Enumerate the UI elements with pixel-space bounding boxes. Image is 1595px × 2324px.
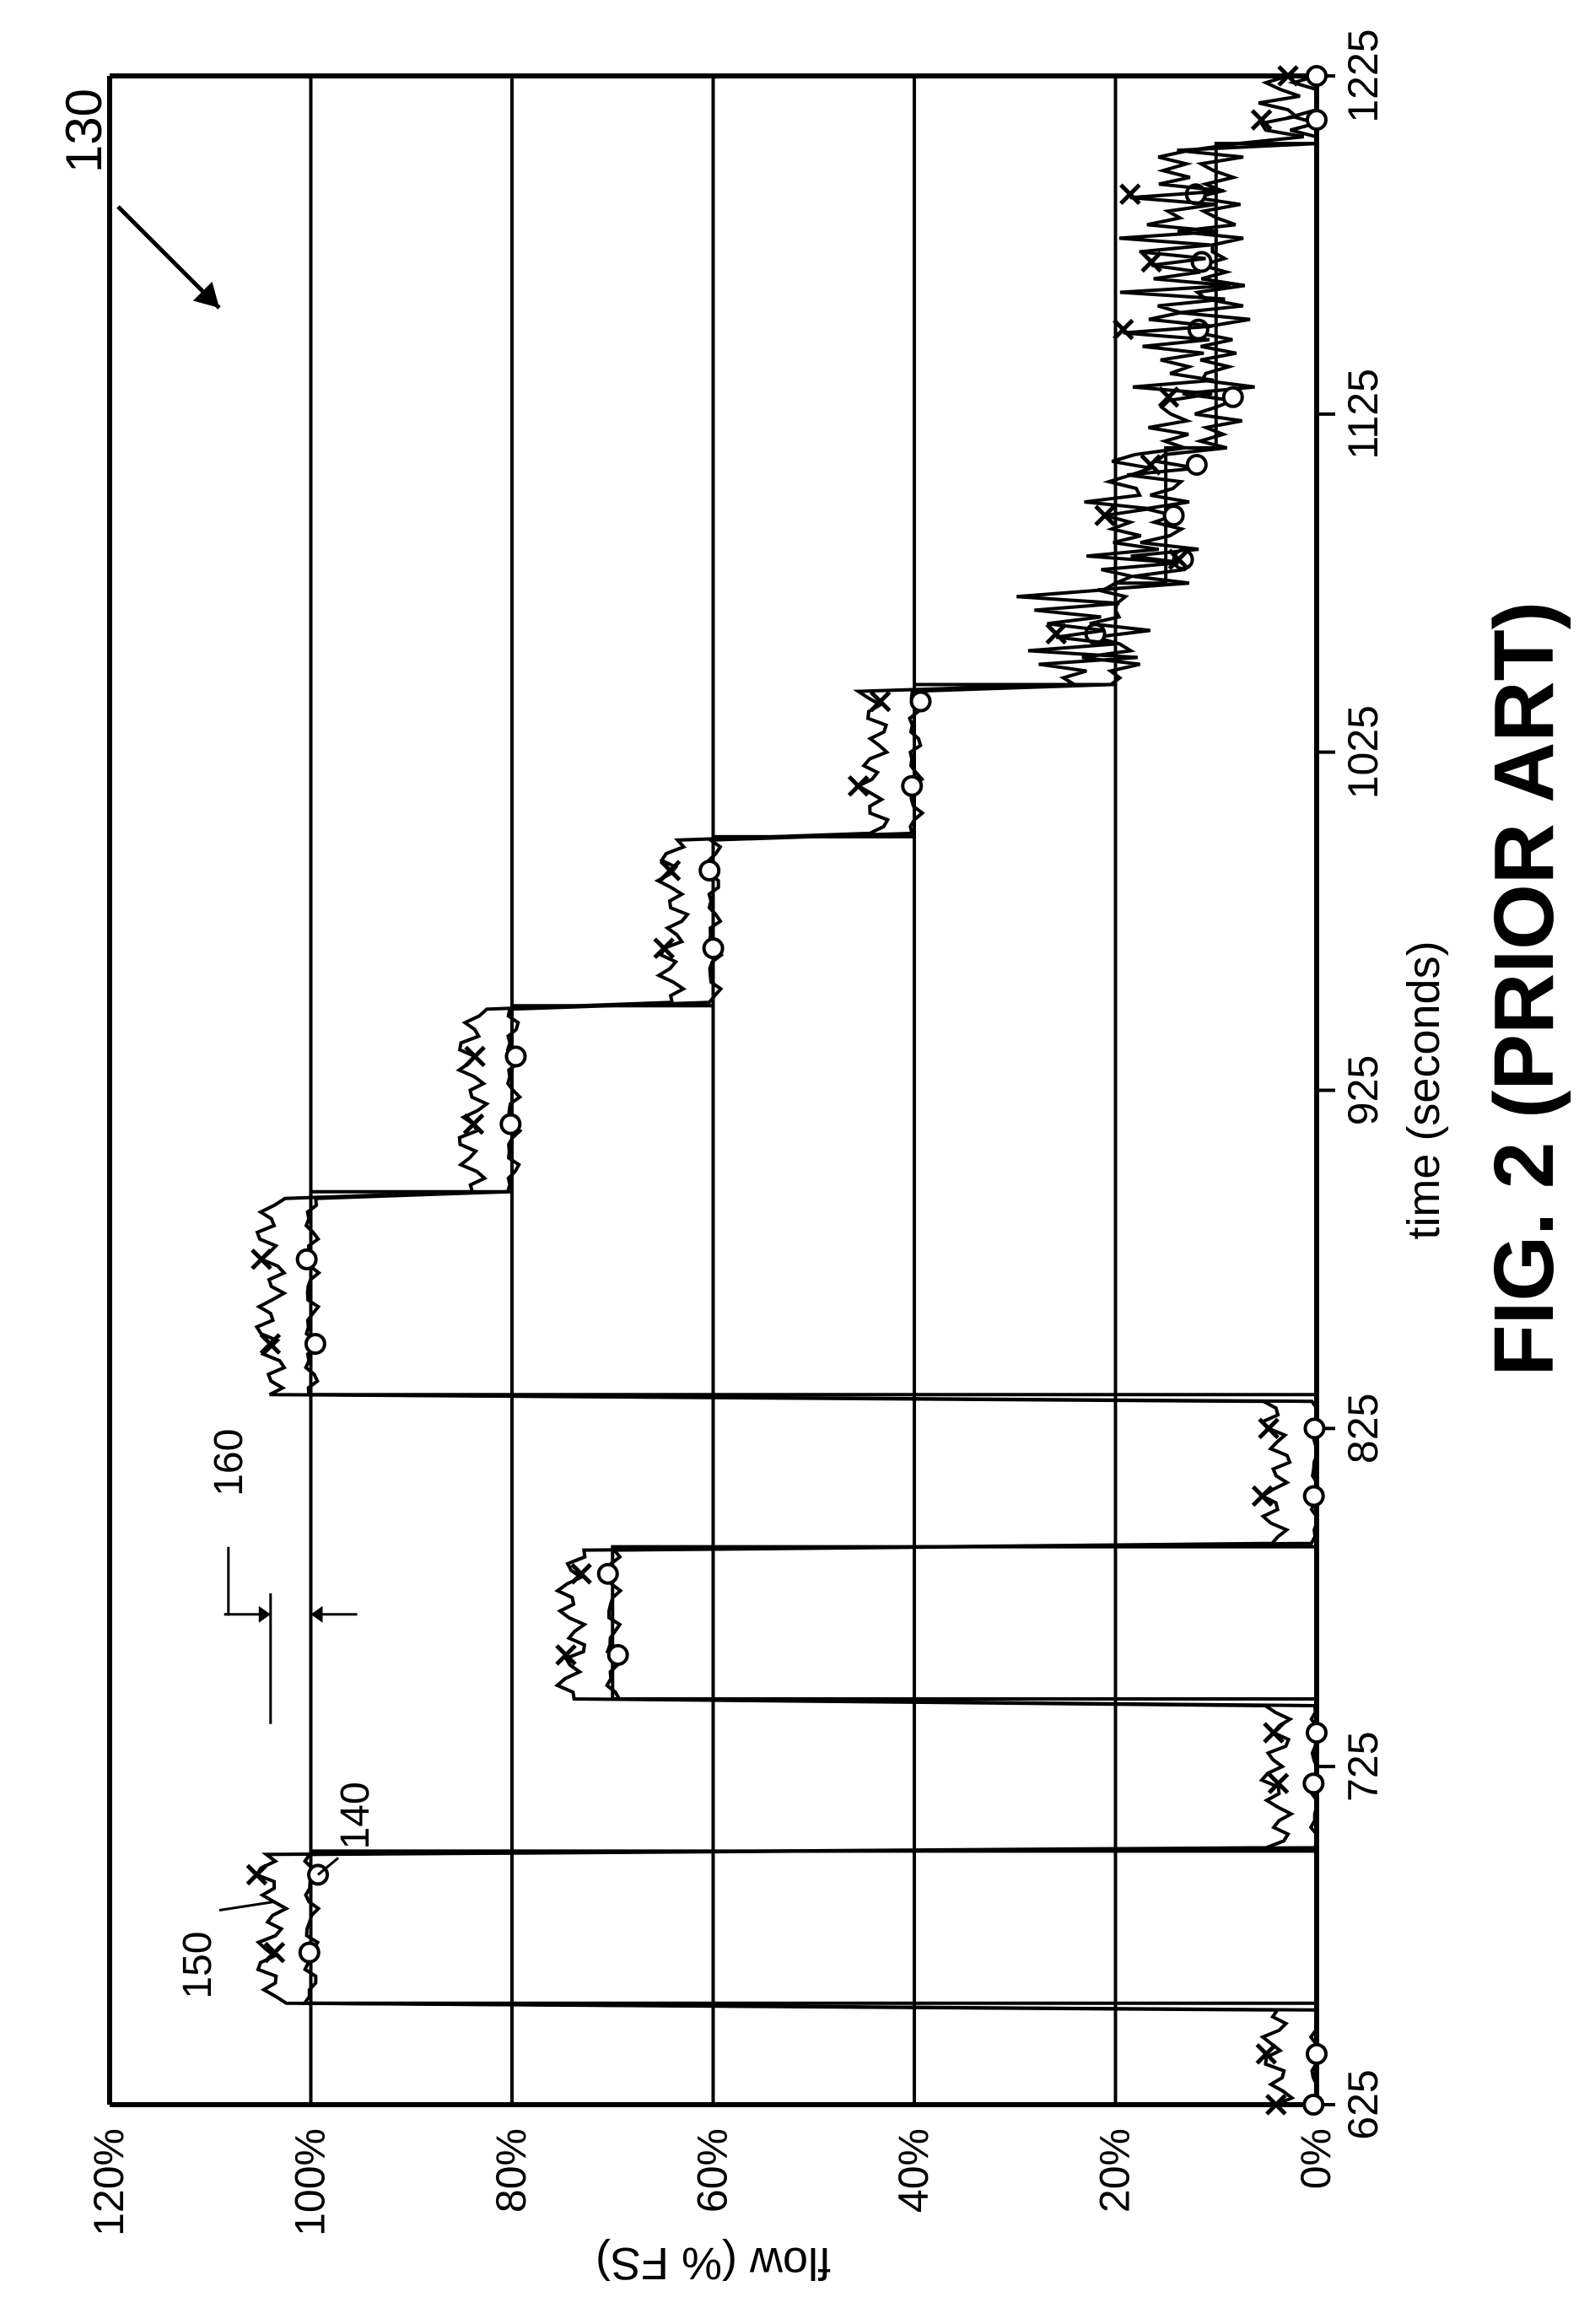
series-circle-marker	[300, 1944, 319, 1962]
callout-160-arrowhead	[311, 1606, 323, 1623]
figure-caption: FIG. 2 (PRIOR ART)	[1477, 601, 1571, 1377]
series-circle-marker	[306, 1335, 325, 1353]
xtick-label: 1025	[1339, 705, 1387, 799]
series-x-marker	[849, 777, 868, 795]
series-circle-marker	[1304, 2095, 1323, 2114]
callout-160-label: 160	[207, 1429, 251, 1496]
callout-150-leader	[219, 1902, 274, 1911]
series-circle-marker	[1307, 1723, 1326, 1742]
series-circle-trace	[304, 76, 1317, 2105]
series-circle-marker	[1193, 252, 1211, 271]
series-circle-marker	[700, 861, 719, 880]
ytick-label: 80%	[488, 2128, 535, 2213]
series-circle-marker	[298, 1250, 316, 1269]
series-circle-marker	[912, 693, 930, 711]
series-x-marker	[466, 1047, 484, 1065]
callout-160-leader	[224, 1547, 229, 1615]
xtick-label: 825	[1339, 1394, 1387, 1464]
series-circle-marker	[1188, 456, 1206, 474]
callout-140-label: 140	[333, 1782, 378, 1849]
series-circle-marker	[1307, 67, 1326, 85]
xtick-label: 925	[1339, 1055, 1387, 1125]
series-x-marker	[247, 1865, 266, 1884]
ytick-label: 40%	[890, 2128, 937, 2213]
series-x-marker	[1121, 185, 1140, 203]
series-circle-marker	[609, 1646, 628, 1664]
ytick-label: 0%	[1292, 2128, 1339, 2189]
callout-160-arrowhead	[259, 1606, 271, 1623]
series-circle-marker	[1224, 388, 1242, 407]
series-x-marker	[1253, 1487, 1272, 1506]
series-circle-marker	[1305, 1487, 1323, 1506]
series-x-marker	[1264, 1723, 1283, 1742]
xtick-label: 725	[1339, 1731, 1387, 1801]
ref-label-130: 130	[56, 89, 112, 173]
series-circle-marker	[599, 1565, 617, 1583]
callout-150-label: 150	[175, 1932, 220, 1999]
ytick-label: 100%	[287, 2128, 334, 2236]
series-x-marker	[1047, 624, 1065, 643]
series-circle-marker	[903, 777, 921, 795]
chart-root-rotated: 0% 20% 40% 60% 80% 100% 120% 625 725 825 925 1025 11…	[56, 29, 1571, 2289]
series-x-marker	[1142, 252, 1161, 271]
x-axis-label: time (seconds)	[1398, 941, 1449, 1239]
series-x-marker	[1259, 1419, 1278, 1437]
page-container: 0% 20% 40% 60% 80% 100% 120% 625 725 825 925 1025 11…	[0, 0, 1595, 2324]
xtick-label: 1125	[1339, 369, 1387, 460]
ytick-label: 20%	[1091, 2128, 1139, 2213]
xtick-label: 1225	[1339, 29, 1387, 122]
series-circle-marker	[1305, 1419, 1323, 1437]
step-trace	[311, 76, 1317, 2105]
series-circle-marker	[501, 1115, 520, 1134]
xtick-label: 625	[1339, 2069, 1387, 2139]
y-axis-label: flow (% FS)	[595, 2238, 831, 2289]
ytick-label: 120%	[85, 2128, 132, 2236]
series-circle-marker	[704, 939, 723, 957]
series-circle-marker	[507, 1047, 525, 1065]
series-x-trace	[256, 76, 1303, 2105]
series-circle-marker	[1307, 2045, 1326, 2063]
series-x-marker	[252, 1250, 271, 1269]
ytick-label: 60%	[689, 2128, 736, 2213]
series-circle-marker	[1307, 111, 1326, 129]
figure-svg: 0% 20% 40% 60% 80% 100% 120% 625 725 825 925 1025 11…	[0, 0, 1595, 2324]
series-circle-marker	[1304, 1774, 1323, 1793]
series-circle-marker	[1165, 506, 1183, 525]
